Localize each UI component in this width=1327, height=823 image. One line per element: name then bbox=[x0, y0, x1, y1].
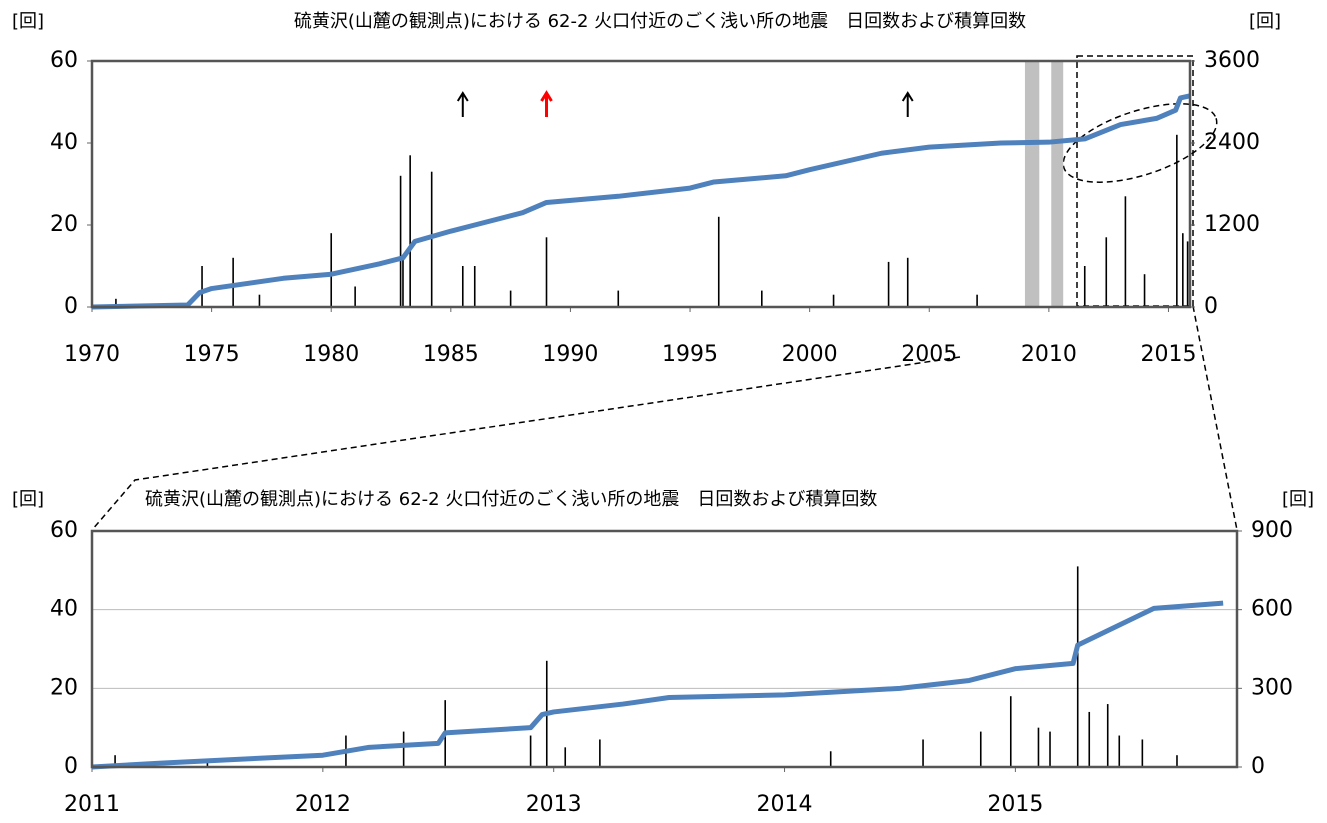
y2-tick-label: 600 bbox=[1251, 597, 1293, 622]
daily-bar bbox=[114, 755, 116, 767]
y-tick-label: 60 bbox=[50, 518, 78, 543]
x-tick-label: 2005 bbox=[901, 342, 957, 367]
x-tick-label: 1990 bbox=[542, 342, 598, 367]
y-tick-label: 40 bbox=[50, 597, 78, 622]
x-tick-label: 2013 bbox=[526, 792, 582, 817]
y2-axis-label: [回] bbox=[1249, 11, 1281, 32]
daily-bar bbox=[232, 257, 234, 307]
daily-bar bbox=[1124, 196, 1127, 307]
y-tick-label: 20 bbox=[50, 212, 78, 237]
y-tick-label: 40 bbox=[50, 130, 78, 155]
daily-bar bbox=[832, 294, 835, 307]
daily-bar bbox=[545, 237, 548, 307]
x-tick-label: 1985 bbox=[423, 342, 479, 367]
daily-bar bbox=[1088, 711, 1091, 767]
daily-bar bbox=[1186, 241, 1189, 307]
daily-bar bbox=[529, 735, 532, 767]
y2-tick-label: 3600 bbox=[1204, 48, 1260, 73]
daily-bar bbox=[976, 294, 978, 307]
daily-bar bbox=[509, 290, 512, 307]
daily-bar bbox=[461, 266, 464, 307]
daily-bar bbox=[1105, 237, 1108, 307]
x-tick-label: 1980 bbox=[303, 342, 359, 367]
y2-tick-label: 1200 bbox=[1204, 212, 1260, 237]
y2-axis-label: [回] bbox=[1282, 489, 1314, 510]
daily-bar bbox=[979, 731, 982, 767]
zoom-guides bbox=[91, 55, 1238, 531]
daily-bar bbox=[1037, 727, 1040, 767]
y2-tick-label: 300 bbox=[1251, 675, 1293, 700]
y2-tick-label: 900 bbox=[1251, 518, 1293, 543]
daily-bar bbox=[115, 298, 117, 307]
zoom-line-right bbox=[1192, 305, 1238, 531]
plot-frame bbox=[90, 529, 1239, 769]
zoom-ellipse bbox=[1062, 103, 1218, 183]
zoom-line-left bbox=[91, 356, 961, 531]
y-axis-label: [回] bbox=[12, 489, 44, 510]
x-tick-label: 1995 bbox=[662, 342, 718, 367]
daily-bar bbox=[430, 171, 433, 307]
y2-tick-label: 2400 bbox=[1204, 130, 1260, 155]
y2-tick-label: 0 bbox=[1251, 754, 1265, 779]
daily-bar bbox=[1049, 731, 1051, 767]
daily-bar bbox=[409, 155, 411, 307]
x-tick-label: 2011 bbox=[64, 792, 120, 817]
y-tick-label: 20 bbox=[50, 675, 78, 700]
data-gap-band bbox=[1051, 61, 1064, 307]
daily-bar bbox=[330, 233, 333, 307]
cumulative-line bbox=[91, 600, 1224, 770]
daily-bar bbox=[258, 294, 261, 307]
x-tick-label: 2015 bbox=[1140, 342, 1196, 367]
daily-bar bbox=[1176, 755, 1178, 767]
daily-bar bbox=[473, 266, 476, 307]
daily-bar bbox=[906, 257, 909, 307]
x-tick-label: 2000 bbox=[782, 342, 838, 367]
daily-bar bbox=[1118, 735, 1121, 767]
daily-bar bbox=[1143, 274, 1146, 307]
daily-bar bbox=[617, 290, 620, 307]
cumulative-line bbox=[91, 93, 1191, 310]
zoom-box bbox=[1076, 55, 1194, 307]
chart-title: 硫黄沢(山麓の観測点)における 62-2 火口付近のごく浅い所の地震 日回数およ… bbox=[294, 11, 1026, 32]
x-tick-label: 1975 bbox=[184, 342, 240, 367]
daily-bar bbox=[922, 739, 924, 767]
daily-bar bbox=[402, 257, 404, 307]
daily-bar bbox=[564, 747, 567, 767]
daily-bar bbox=[354, 286, 356, 307]
daily-bar bbox=[1141, 739, 1144, 767]
daily-bar bbox=[1176, 134, 1178, 307]
daily-bar bbox=[1083, 266, 1086, 307]
daily-bar bbox=[402, 731, 405, 767]
y-tick-label: 0 bbox=[64, 754, 78, 779]
y-tick-label: 0 bbox=[64, 294, 78, 319]
chart-title: 硫黄沢(山麓の観測点)における 62-2 火口付近のごく浅い所の地震 日回数およ… bbox=[145, 489, 877, 510]
data-gap-band bbox=[1024, 61, 1040, 307]
event-arrow bbox=[540, 90, 553, 117]
daily-bar bbox=[1182, 233, 1184, 307]
daily-bar bbox=[201, 266, 203, 307]
plot-frame bbox=[90, 59, 1192, 309]
x-tick-label: 2014 bbox=[757, 792, 813, 817]
event-arrow bbox=[456, 91, 469, 117]
daily-bar bbox=[887, 261, 890, 307]
y-tick-label: 60 bbox=[50, 48, 78, 73]
event-arrow bbox=[901, 91, 914, 117]
daily-bar bbox=[717, 216, 720, 307]
daily-bar bbox=[761, 290, 763, 307]
x-tick-label: 2015 bbox=[987, 792, 1043, 817]
daily-bar bbox=[829, 751, 832, 767]
x-tick-label: 2012 bbox=[295, 792, 351, 817]
daily-bar bbox=[399, 175, 402, 307]
x-tick-label: 2010 bbox=[1021, 342, 1077, 367]
y-axis-label: [回] bbox=[12, 11, 44, 32]
daily-bar bbox=[1076, 566, 1079, 767]
daily-bar bbox=[599, 739, 601, 767]
x-tick-label: 1970 bbox=[64, 342, 120, 367]
daily-bar bbox=[1106, 704, 1109, 767]
y2-tick-label: 0 bbox=[1204, 294, 1218, 319]
daily-bar bbox=[1009, 696, 1012, 767]
